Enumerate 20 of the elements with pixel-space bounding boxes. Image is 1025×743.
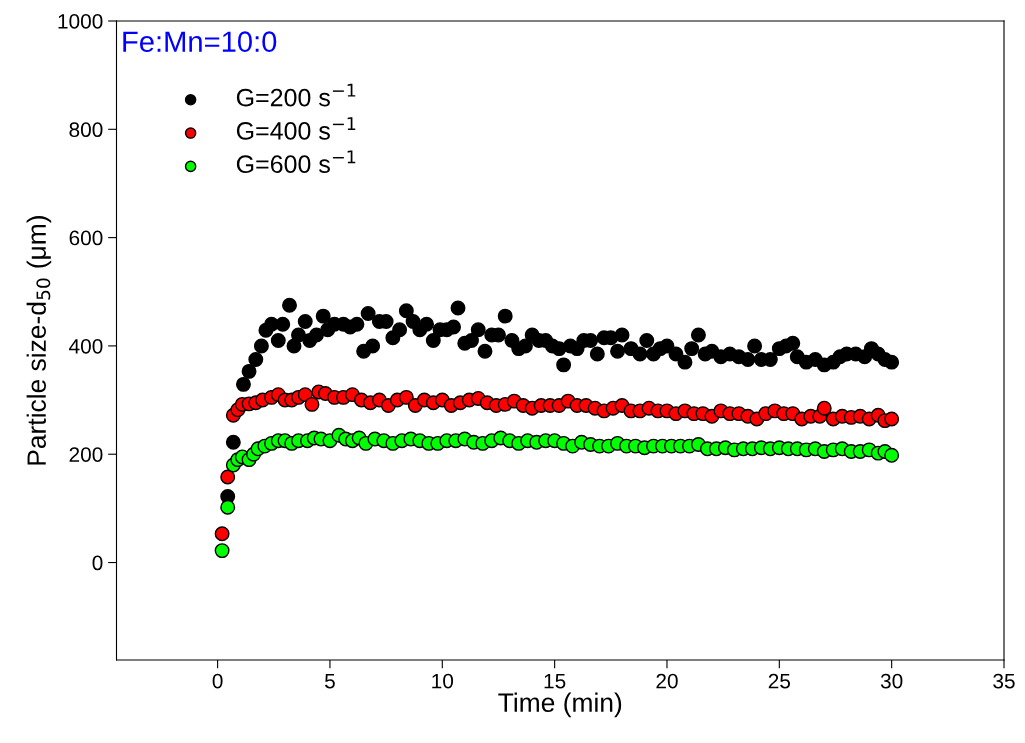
x-tick-label: 15 bbox=[544, 673, 566, 689]
x-tick-label: 20 bbox=[656, 673, 678, 689]
x-tick-label: 10 bbox=[432, 673, 454, 689]
y-tick-label: 0 bbox=[92, 555, 103, 571]
x-tick-label: 25 bbox=[768, 673, 791, 689]
x-tick-label: 0 bbox=[212, 673, 223, 689]
x-tick-label: 5 bbox=[324, 673, 335, 689]
y-tick-label: 400 bbox=[69, 338, 103, 354]
y-tick-label: 200 bbox=[69, 447, 103, 462]
x-tick-label: 30 bbox=[880, 673, 903, 689]
annotation: Fe:Mn=10:0 bbox=[123, 31, 277, 53]
x-axis-title: Time (min) bbox=[498, 692, 622, 718]
x-tick-label: 35 bbox=[993, 673, 1015, 689]
y-tick-label: 800 bbox=[69, 122, 103, 138]
y-axis-title: Particle size-d$_{50}$ (μm) bbox=[26, 216, 52, 465]
y-tick-label: 1000 bbox=[58, 14, 103, 29]
legend-label: G=600 s$^{−1}$ bbox=[236, 150, 356, 174]
legend-label: G=200 s$^{−1}$ bbox=[236, 83, 356, 107]
legend-label: G=400 s$^{−1}$ bbox=[236, 117, 356, 140]
y-tick-label: 600 bbox=[69, 230, 103, 246]
